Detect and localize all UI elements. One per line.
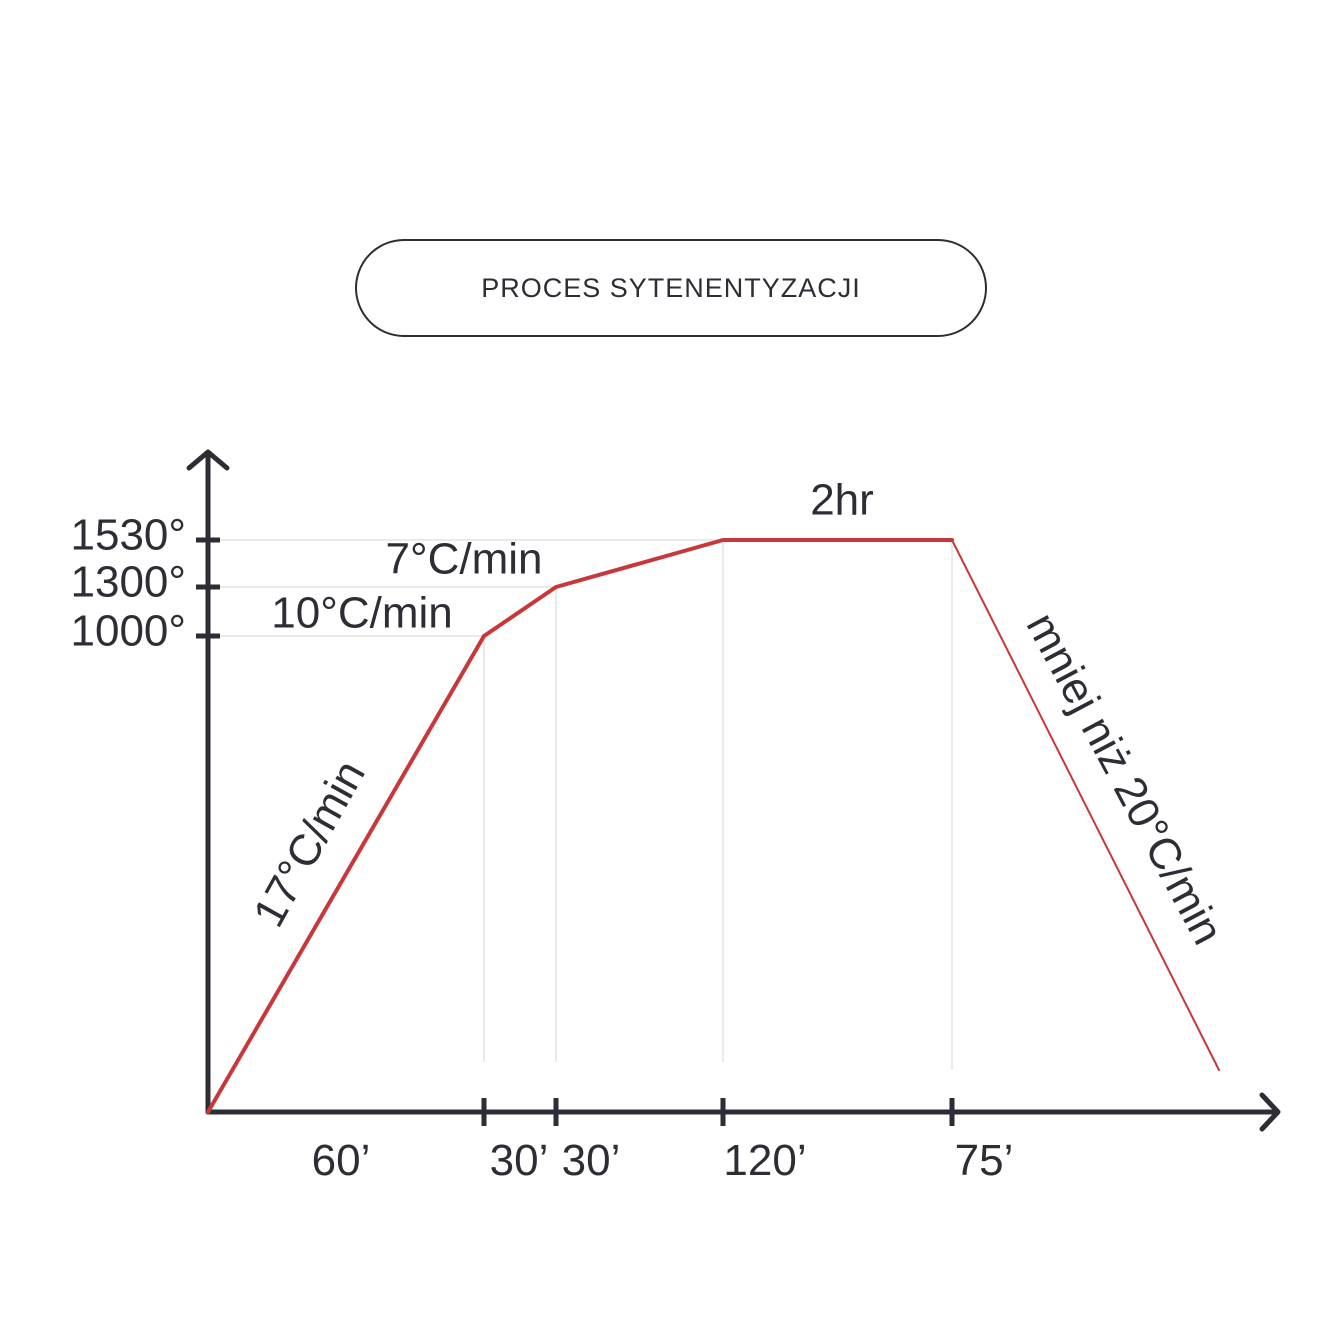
x-axis-arrow <box>1259 1092 1281 1132</box>
y-axis-arrow <box>186 449 230 471</box>
segment-label: 17°C/min <box>244 752 375 934</box>
x-tick-label: 30’ <box>562 1136 621 1185</box>
segment-label: 7°C/min <box>386 535 543 584</box>
series-segment <box>554 538 725 589</box>
x-tick-label: 30’ <box>490 1136 549 1185</box>
temperature-series <box>206 538 1220 1114</box>
y-tick-label: 1000° <box>71 607 186 656</box>
series-segment <box>206 634 486 1114</box>
y-tick-label: 1530° <box>71 511 186 560</box>
labels: 1000°1300°1530° 60’ 30’ 30’ 120’ 75’ 17°C/min 1… <box>71 476 1233 1185</box>
guide-lines <box>208 539 953 1070</box>
tick-marks <box>196 537 955 1126</box>
x-tick-label: 120’ <box>723 1136 806 1185</box>
x-tick-label: 75’ <box>955 1136 1014 1185</box>
chart-title: PROCES SYTENENTYZACJI <box>355 239 987 337</box>
y-tick-label: 1300° <box>71 558 186 607</box>
x-tick-label: 60’ <box>312 1136 371 1185</box>
series-segment <box>482 585 558 638</box>
segment-label: 2hr <box>810 476 874 525</box>
segment-label: 10°C/min <box>271 589 452 638</box>
segment-label: mniej niż 20°C/min <box>1017 605 1233 952</box>
axes <box>186 449 1281 1132</box>
series-segment <box>951 539 1220 1071</box>
